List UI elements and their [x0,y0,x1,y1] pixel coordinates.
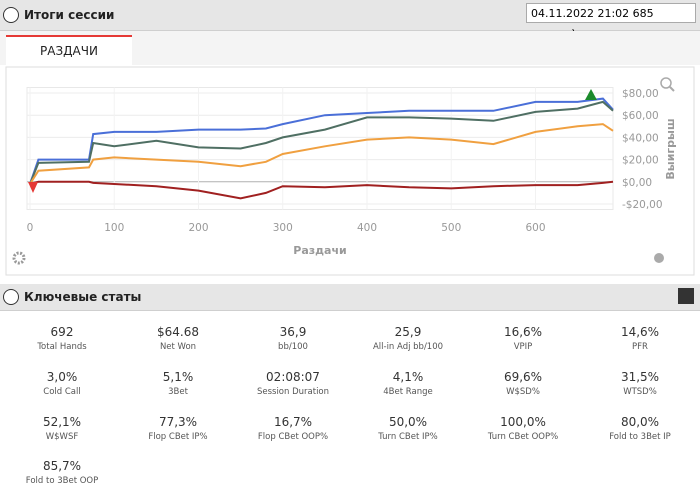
x-axis-label: Раздачи [293,244,346,257]
stat-value: 77,3% [158,415,198,429]
series-line [29,100,614,185]
stats-title: Ключевые статы [24,290,142,304]
y-axis-label: Выигрыш [664,118,677,179]
info-icon [654,253,664,263]
stat: 36,9 bb/100 [238,325,348,352]
x-tick-label: 600 [525,222,545,234]
layout-button[interactable] [678,288,694,304]
collapse-button[interactable] [3,7,19,23]
stat: 31,5% WTSD% [585,370,695,397]
zoom-icon-handle [669,86,675,92]
x-tick-label: 200 [188,222,208,234]
x-tick-label: 100 [104,222,124,234]
session-select[interactable]: 04.11.2022 21:02 685 раздач) [526,3,696,40]
stat-label: Session Duration [256,387,330,397]
stat-value: 16,7% [273,415,313,429]
zoom-icon [660,77,672,89]
min-marker [28,182,38,193]
y-tick-label: $0,00 [622,177,652,189]
stat-value: 5,1% [162,370,194,384]
stat-value: 31,5% [620,370,660,384]
stat: 14,6% PFR [585,325,695,352]
stat-label: Fold to 3Bet OOP [25,476,99,486]
collapse-button[interactable] [3,289,19,305]
settings-icon [12,251,26,265]
stat-label: W$WSF [45,432,79,442]
max-marker [585,89,597,100]
stat-value: 69,6% [503,370,543,384]
stat-value: 36,9 [279,325,307,339]
stat: 77,3% Flop CBet IP% [123,415,233,442]
stat: $64.68 Net Won [123,325,233,352]
stat: 50,0% Turn CBet IP% [353,415,463,442]
y-tick-label: $20,00 [622,155,659,167]
stat-label: Turn CBet OOP% [487,432,559,442]
stat: 16,7% Flop CBet OOP% [238,415,348,442]
stat-label: VPIP [513,342,533,352]
stat: 692 Total Hands [7,325,117,352]
session-header: Итоги сессии 04.11.2022 21:02 685 раздач… [0,0,700,40]
stat-label: Cold Call [43,387,81,397]
stat-label: Turn CBet IP% [378,432,438,442]
stat-value: 692 [50,325,74,339]
header-title: Итоги сессии [24,8,115,22]
stat-value: $64.68 [157,325,199,339]
stat-label: Fold to 3Bet IP [609,432,671,442]
stat-value: 02:08:07 [266,370,320,384]
stat-label: All-in Adj bb/100 [372,342,444,352]
series-line [29,123,614,185]
stat: 52,1% W$WSF [7,415,117,442]
stat: 4,1% 4Bet Range [353,370,463,397]
stat-value: 4,1% [392,370,424,384]
stat-value: 14,6% [620,325,660,339]
y-tick-label: $40,00 [622,132,659,144]
x-tick-label: 500 [441,222,461,234]
stat: 80,0% Fold to 3Bet IP [585,415,695,442]
y-tick-label: $60,00 [622,110,659,122]
stat-label: W$SD% [506,387,540,397]
stat: 85,7% Fold to 3Bet OOP [7,459,117,486]
stat-label: Total Hands [37,342,87,352]
y-tick-label: -$20,00 [622,199,663,211]
stat: 5,1% 3Bet [123,370,233,397]
stat: 100,0% Turn CBet OOP% [468,415,578,442]
stat-value: 25,9 [394,325,422,339]
stat-label: PFR [632,342,648,352]
stat-label: Net Won [159,342,197,352]
stat: 25,9 All-in Adj bb/100 [353,325,463,352]
stat: 16,6% VPIP [468,325,578,352]
series-line [29,180,614,200]
stat-value: 100,0% [500,415,546,429]
plot-area [26,87,614,210]
stat-value: 16,6% [503,325,543,339]
stat-value: 85,7% [42,459,82,473]
stat-value: 80,0% [620,415,660,429]
x-tick-label: 300 [273,222,293,234]
stat-label: Flop CBet OOP% [257,432,329,442]
stat-label: Flop CBet IP% [148,432,208,442]
series-line [29,97,614,185]
stat-label: 4Bet Range [383,387,433,397]
stat: 02:08:07 Session Duration [238,370,348,397]
x-tick-label: 0 [27,222,34,234]
y-tick-label: $80,00 [622,88,659,100]
stat-value: 3,0% [46,370,78,384]
chart: $80,00 $60,00 $40,00 $20,00 $0,00 -$20,00 0 100… [5,66,695,276]
stat: 3,0% Cold Call [7,370,117,397]
stat-label: WTSD% [623,387,657,397]
stat: 69,6% W$SD% [468,370,578,397]
tab[interactable]: РАЗДАЧИ [6,35,132,67]
stats-header: Ключевые статы [0,284,700,311]
stat-value: 52,1% [42,415,82,429]
stat-label: bb/100 [278,342,308,352]
x-tick-label: 400 [357,222,377,234]
stat-value: 50,0% [388,415,428,429]
stat-label: 3Bet [168,387,188,397]
